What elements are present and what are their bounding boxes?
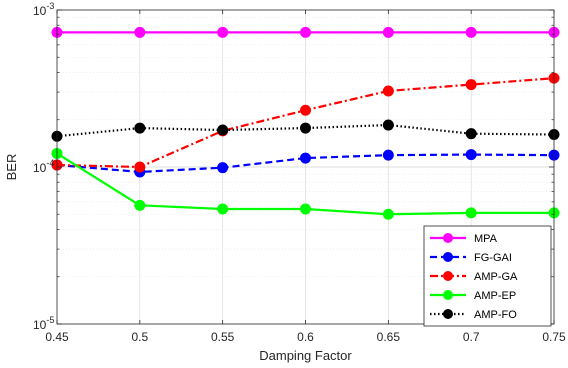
data-point-amp-ep	[134, 199, 146, 211]
data-point-amp-fo	[217, 124, 229, 136]
legend-item-fg-gai: FG-GAI	[430, 252, 512, 264]
data-point-amp-fo	[134, 122, 146, 134]
data-point-mpa	[382, 26, 394, 38]
x-tick-label: 0.45	[45, 330, 69, 344]
ticks: 0.45 0.5 0.55 0.6 0.65 0.7 0.75 10-3 10-4 10-5	[33, 1, 566, 344]
data-point-fg-gai	[217, 162, 229, 174]
series-layer	[51, 26, 560, 220]
x-tick-label: 0.65	[377, 330, 401, 344]
series-mpa	[51, 26, 560, 38]
legend-swatch-marker	[443, 271, 453, 281]
legend-item-amp-ga: AMP-GA	[430, 271, 518, 283]
legend-label: AMP-FO	[474, 309, 517, 321]
legend-label: MPA	[474, 233, 498, 245]
legend-swatch-marker	[443, 309, 453, 319]
x-tick-label: 0.6	[297, 330, 314, 344]
x-tick-label: 0.55	[211, 330, 235, 344]
legend-item-amp-ep: AMP-EP	[430, 290, 516, 302]
data-point-amp-fo	[465, 128, 477, 140]
data-point-fg-gai	[382, 149, 394, 161]
legend-item-amp-fo: AMP-FO	[430, 309, 517, 321]
y-tick-label: 10-3	[33, 1, 54, 18]
data-point-amp-ep	[217, 203, 229, 215]
data-point-mpa	[300, 26, 311, 38]
data-point-amp-fo	[300, 122, 311, 134]
data-point-amp-ep	[382, 208, 394, 220]
data-point-amp-fo	[382, 119, 394, 131]
x-tick-label: 0.75	[542, 330, 566, 344]
data-point-fg-gai	[300, 152, 311, 164]
legend-item-mpa: MPA	[430, 233, 498, 245]
data-point-amp-ep	[300, 203, 311, 215]
x-tick-label: 0.7	[463, 330, 480, 344]
data-point-amp-ga	[300, 104, 311, 116]
legend-label: AMP-EP	[474, 290, 516, 302]
y-tick-label: 10-5	[33, 315, 54, 332]
data-point-amp-ga	[134, 161, 146, 173]
data-point-mpa	[465, 26, 477, 38]
y-tick-label: 10-4	[33, 158, 54, 175]
x-tick-label: 0.5	[131, 330, 148, 344]
series-amp-fo	[51, 119, 560, 142]
legend: MPA FG-GAI AMP-GA AMP-EP AMP-FO	[423, 225, 552, 327]
data-point-mpa	[134, 26, 146, 38]
data-point-amp-ga	[382, 85, 394, 97]
legend-label: FG-GAI	[474, 252, 512, 264]
y-axis-label: BER	[4, 154, 19, 181]
legend-swatch-marker	[443, 233, 453, 243]
x-axis-label: Damping Factor	[259, 348, 352, 363]
data-point-amp-ep	[465, 207, 477, 219]
legend-swatch-marker	[443, 252, 453, 262]
series-amp-ep	[51, 147, 560, 220]
data-point-amp-ga	[465, 79, 477, 91]
data-point-fg-gai	[465, 149, 477, 161]
legend-label: AMP-GA	[474, 271, 518, 283]
legend-swatch-marker	[443, 290, 453, 300]
data-point-mpa	[217, 26, 229, 38]
